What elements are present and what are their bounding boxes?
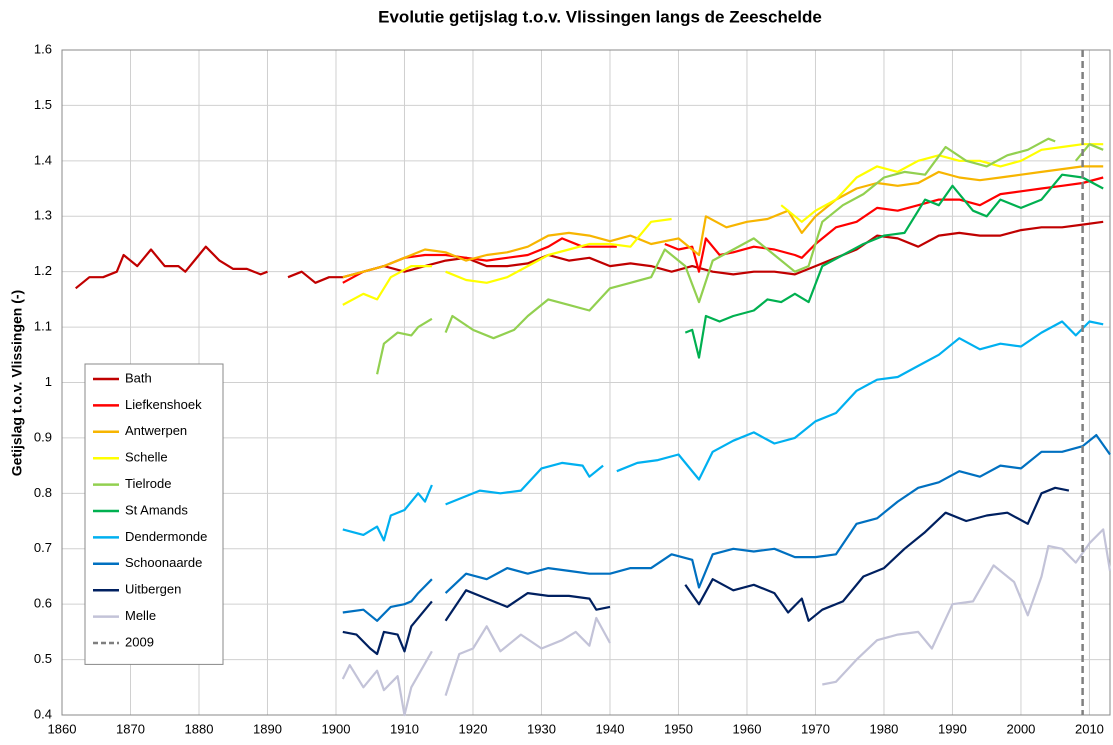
legend-label: Melle (125, 608, 156, 623)
y-tick-label: 0.7 (34, 540, 52, 555)
legend-label: St Amands (125, 502, 188, 517)
x-tick-label: 1900 (322, 721, 351, 736)
legend-box (84, 363, 224, 665)
legend-label: Bath (125, 370, 152, 385)
y-tick-label: 0.9 (34, 429, 52, 444)
legend-label: Schoonaarde (125, 555, 202, 570)
x-tick-label: 1950 (664, 721, 693, 736)
y-tick-label: 1.5 (34, 97, 52, 112)
x-tick-label: 1860 (48, 721, 77, 736)
legend-label: Uitbergen (125, 582, 181, 597)
y-axis-label: Getijslag t.o.v. Vlissingen (-) (9, 290, 25, 476)
series-line (376, 137, 1104, 375)
y-tick-label: 0.5 (34, 651, 52, 666)
legend-label: 2009 (125, 634, 154, 649)
x-tick-label: 1890 (253, 721, 282, 736)
legend: Bath Liefkenshoek Antwerpen Schelle Tielrode… (84, 363, 224, 665)
y-tick-label: 0.4 (34, 706, 52, 721)
series-line (342, 434, 1111, 622)
series-line (684, 173, 1104, 359)
legend-label: Dendermonde (125, 529, 207, 544)
x-tick-label: 1940 (596, 721, 625, 736)
y-tick-label: 1.3 (34, 208, 52, 223)
chart-title: Evolutie getijslag t.o.v. Vlissingen lan… (378, 7, 822, 26)
x-tick-label: 1910 (390, 721, 419, 736)
y-tick-label: 0.8 (34, 485, 52, 500)
x-tick-label: 1960 (733, 721, 762, 736)
series-line (342, 165, 1104, 279)
series-line (342, 320, 1104, 542)
y-tick-label: 0.6 (34, 596, 52, 611)
x-tick-label: 1880 (185, 721, 214, 736)
y-tick-label: 1.2 (34, 263, 52, 278)
legend-label: Antwerpen (125, 423, 187, 438)
y-tick-label: 1.4 (34, 152, 52, 167)
plot-border (61, 49, 1111, 716)
y-tick-label: 1.1 (34, 319, 52, 334)
y-tick-label: 1.6 (34, 41, 52, 56)
x-tick-label: 1920 (459, 721, 488, 736)
series-line (342, 486, 1070, 656)
series-line (341, 528, 1112, 717)
legend-label: Liefkenshoek (125, 397, 202, 412)
legend-label: Schelle (125, 450, 168, 465)
x-tick-label: 1870 (116, 721, 145, 736)
x-tick-label: 1930 (527, 721, 556, 736)
x-tick-label: 2000 (1006, 721, 1035, 736)
x-tick-label: 1970 (801, 721, 830, 736)
x-tick-label: 1990 (938, 721, 967, 736)
x-tick-label: 1980 (869, 721, 898, 736)
y-tick-label: 1 (45, 374, 52, 389)
series-line (342, 176, 1104, 284)
x-tick-label: 2010 (1075, 721, 1104, 736)
legend-label: Tielrode (125, 476, 171, 491)
series-line (75, 220, 1104, 290)
